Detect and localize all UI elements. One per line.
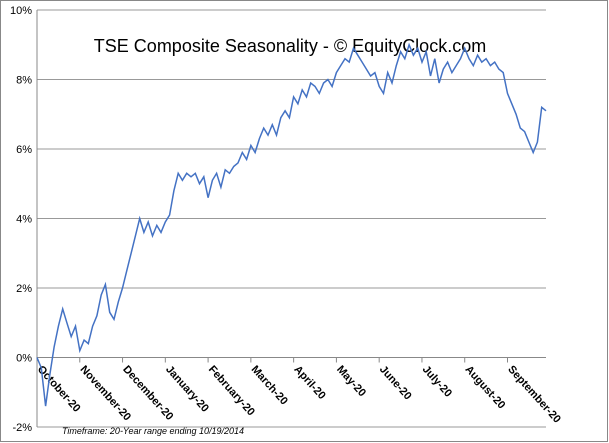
y-tick-label: 2% [16,283,32,295]
y-tick-label: -2% [12,422,32,434]
y-tick-label: 0% [16,353,32,365]
chart-title: TSE Composite Seasonality - © EquityCloc… [94,36,486,56]
y-tick-label: 6% [16,144,32,156]
footnote: Timeframe: 20-Year range ending 10/19/20… [62,426,244,436]
y-tick-label: 10% [10,5,32,17]
series-line [36,42,547,407]
y-tick-label: 4% [16,214,32,226]
y-tick-label: 8% [16,75,32,87]
